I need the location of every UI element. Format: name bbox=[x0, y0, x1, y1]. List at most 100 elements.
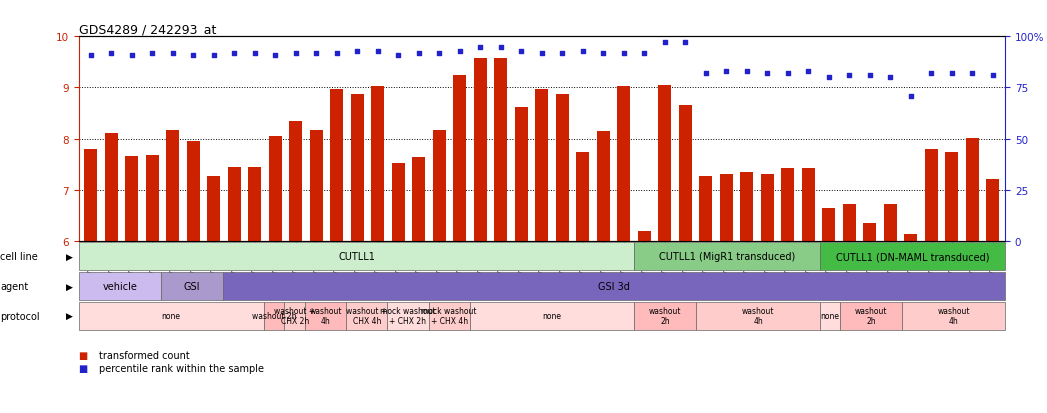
Point bbox=[677, 40, 694, 47]
Point bbox=[83, 52, 99, 59]
Bar bbox=[248, 168, 262, 242]
Bar bbox=[413, 157, 425, 242]
Bar bbox=[494, 59, 508, 242]
Point bbox=[697, 71, 714, 77]
Bar bbox=[186, 142, 200, 242]
Text: CUTLL1 (DN-MAML transduced): CUTLL1 (DN-MAML transduced) bbox=[836, 252, 989, 261]
Bar bbox=[330, 89, 343, 242]
Point bbox=[205, 52, 222, 59]
Text: GDS4289 / 242293_at: GDS4289 / 242293_at bbox=[79, 23, 216, 36]
Bar bbox=[638, 231, 651, 242]
Bar bbox=[659, 86, 671, 242]
Bar bbox=[822, 209, 836, 242]
Point bbox=[862, 73, 878, 79]
Bar bbox=[432, 130, 446, 242]
Bar bbox=[515, 108, 528, 242]
Point bbox=[779, 71, 796, 77]
Point bbox=[143, 50, 160, 57]
Bar bbox=[905, 234, 917, 242]
Bar bbox=[945, 152, 958, 242]
Point bbox=[246, 50, 263, 57]
Point bbox=[389, 52, 406, 59]
Bar bbox=[617, 87, 630, 242]
Text: none: none bbox=[542, 311, 561, 320]
Bar bbox=[166, 130, 179, 242]
Bar bbox=[719, 174, 733, 242]
Text: mock washout
+ CHX 2h: mock washout + CHX 2h bbox=[380, 306, 436, 325]
Bar bbox=[761, 174, 774, 242]
Point bbox=[164, 50, 181, 57]
Point bbox=[288, 50, 305, 57]
Text: ■: ■ bbox=[79, 350, 88, 360]
Text: washout
2h: washout 2h bbox=[855, 306, 888, 325]
Point bbox=[533, 50, 551, 57]
Bar bbox=[371, 87, 384, 242]
Bar bbox=[965, 138, 979, 242]
Point bbox=[636, 50, 652, 57]
Text: ▶: ▶ bbox=[66, 252, 73, 261]
Point bbox=[821, 75, 838, 81]
Bar bbox=[535, 89, 549, 242]
Bar bbox=[863, 224, 876, 242]
Point bbox=[451, 48, 468, 55]
Point bbox=[595, 50, 611, 57]
Point bbox=[226, 50, 243, 57]
Bar bbox=[556, 95, 569, 242]
Bar bbox=[576, 152, 589, 242]
Bar bbox=[269, 137, 282, 242]
Bar bbox=[678, 106, 692, 242]
Bar bbox=[473, 59, 487, 242]
Text: transformed count: transformed count bbox=[99, 350, 191, 360]
Text: mock washout
+ CHX 4h: mock washout + CHX 4h bbox=[421, 306, 477, 325]
Point bbox=[308, 50, 325, 57]
Text: vehicle: vehicle bbox=[103, 281, 137, 291]
Bar bbox=[310, 130, 322, 242]
Bar bbox=[781, 169, 795, 242]
Bar bbox=[740, 173, 754, 242]
Bar bbox=[126, 156, 138, 242]
Point bbox=[964, 71, 981, 77]
Text: GSI: GSI bbox=[183, 281, 200, 291]
Bar bbox=[351, 95, 364, 242]
Point bbox=[575, 48, 592, 55]
Bar bbox=[105, 133, 118, 242]
Text: cell line: cell line bbox=[0, 252, 38, 261]
Bar bbox=[227, 168, 241, 242]
Point bbox=[984, 73, 1001, 79]
Bar bbox=[453, 76, 467, 242]
Text: CUTLL1: CUTLL1 bbox=[338, 252, 375, 261]
Point bbox=[800, 69, 817, 75]
Text: GSI 3d: GSI 3d bbox=[598, 281, 630, 291]
Text: ▶: ▶ bbox=[66, 282, 73, 291]
Point bbox=[923, 71, 940, 77]
Text: washout +
CHX 4h: washout + CHX 4h bbox=[347, 306, 387, 325]
Bar bbox=[289, 121, 303, 242]
Bar bbox=[884, 205, 897, 242]
Point bbox=[903, 93, 919, 100]
Text: washout
2h: washout 2h bbox=[649, 306, 682, 325]
Point bbox=[329, 50, 346, 57]
Point bbox=[370, 48, 386, 55]
Point bbox=[943, 71, 960, 77]
Point bbox=[267, 52, 284, 59]
Point bbox=[124, 52, 140, 59]
Text: protocol: protocol bbox=[0, 311, 40, 321]
Point bbox=[759, 71, 776, 77]
Text: percentile rank within the sample: percentile rank within the sample bbox=[99, 363, 265, 373]
Point bbox=[554, 50, 571, 57]
Text: washout
4h: washout 4h bbox=[937, 306, 970, 325]
Bar bbox=[843, 205, 856, 242]
Bar bbox=[699, 176, 713, 242]
Point bbox=[656, 40, 673, 47]
Text: ■: ■ bbox=[79, 363, 88, 373]
Point bbox=[616, 50, 632, 57]
Bar bbox=[986, 179, 1000, 242]
Bar bbox=[925, 150, 938, 242]
Text: none: none bbox=[821, 311, 840, 320]
Text: washout
4h: washout 4h bbox=[741, 306, 775, 325]
Bar bbox=[84, 150, 97, 242]
Point bbox=[410, 50, 427, 57]
Point bbox=[185, 52, 202, 59]
Bar bbox=[146, 156, 159, 242]
Text: none: none bbox=[161, 311, 181, 320]
